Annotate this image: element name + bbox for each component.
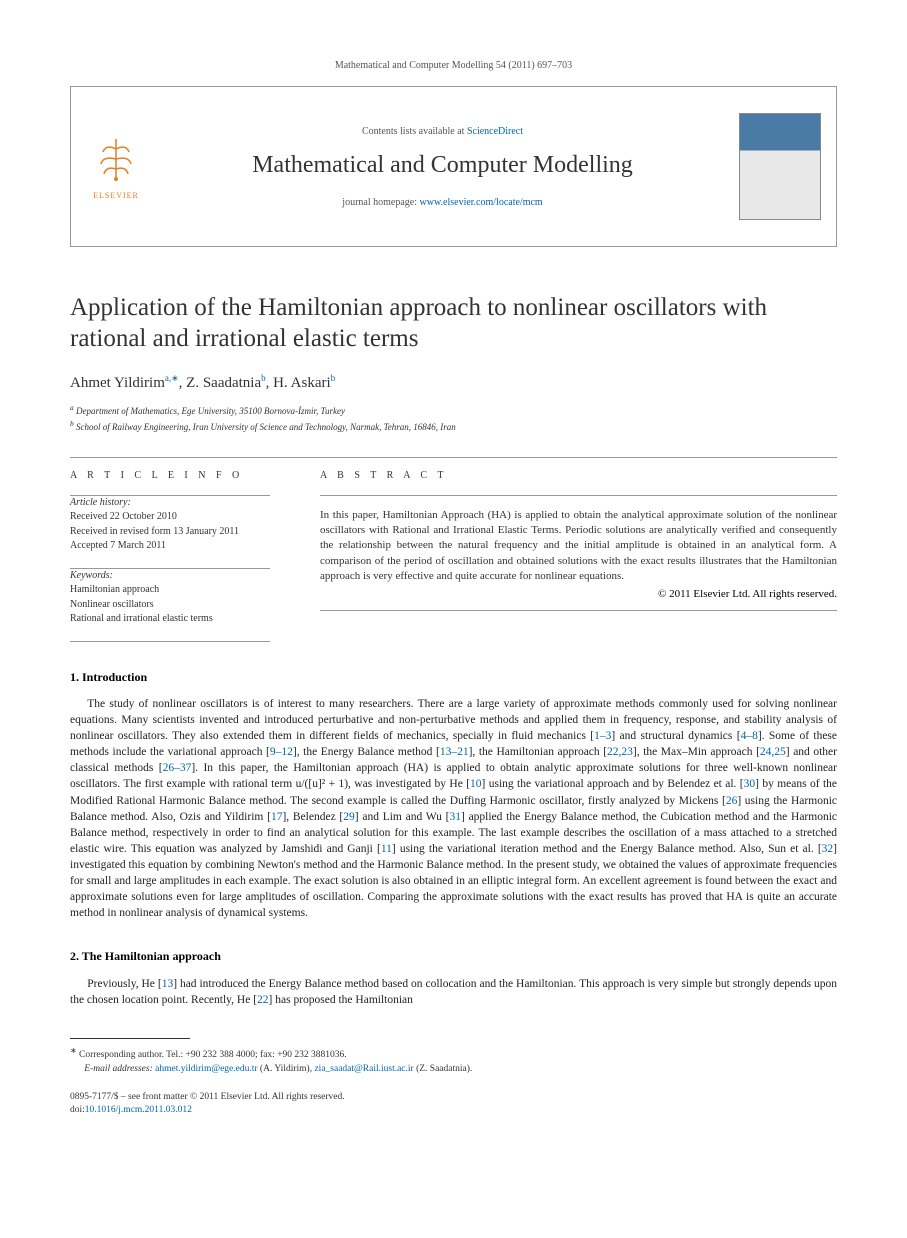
ref-link-29[interactable]: 29 — [343, 811, 355, 823]
issn-line: 0895-7177/$ – see front matter © 2011 El… — [70, 1091, 837, 1104]
hamiltonian-paragraph: Previously, He [13] had introduced the E… — [70, 976, 837, 1008]
footnotes: ∗ Corresponding author. Tel.: +90 232 38… — [70, 1045, 837, 1077]
intro-t9: ] using the variational approach and by … — [482, 778, 744, 790]
ref-link-11[interactable]: 11 — [381, 843, 392, 855]
intro-t12: ], Belendez [ — [282, 811, 343, 823]
accepted-date: Accepted 7 March 2011 — [70, 539, 270, 554]
hamiltonian-heading: 2. The Hamiltonian approach — [70, 949, 837, 964]
ref-link-31[interactable]: 31 — [449, 811, 461, 823]
ref-link-24-25[interactable]: 24,25 — [760, 746, 786, 758]
header-citation: Mathematical and Computer Modelling 54 (… — [70, 60, 837, 71]
received-date: Received 22 October 2010 — [70, 510, 270, 525]
footer-meta: 0895-7177/$ – see front matter © 2011 El… — [70, 1091, 837, 1118]
abstract-label: A B S T R A C T — [320, 470, 837, 481]
contents-prefix: Contents lists available at — [362, 126, 467, 137]
ref-link-32[interactable]: 32 — [822, 843, 834, 855]
ref-link-30[interactable]: 30 — [744, 778, 756, 790]
ham-t3: ] has proposed the Hamiltonian — [269, 994, 413, 1006]
email-1-link[interactable]: ahmet.yildirim@ege.edu.tr — [155, 1064, 257, 1074]
intro-paragraph: The study of nonlinear oscillators is of… — [70, 696, 837, 921]
info-abstract-row: A R T I C L E I N F O Article history: R… — [70, 457, 837, 642]
section-introduction: 1. Introduction The study of nonlinear o… — [70, 670, 837, 922]
author-2-sup[interactable]: b — [261, 373, 266, 383]
doi-line: doi:10.1016/j.mcm.2011.03.012 — [70, 1104, 837, 1117]
section-hamiltonian: 2. The Hamiltonian approach Previously, … — [70, 949, 837, 1008]
keywords-heading: Keywords: — [70, 569, 270, 584]
journal-name: Mathematical and Computer Modelling — [146, 152, 739, 179]
intro-t15: ] using the variational iteration method… — [392, 843, 822, 855]
ref-link-13-21[interactable]: 13–21 — [440, 746, 469, 758]
affiliation-a-text: Department of Mathematics, Ege Universit… — [76, 406, 345, 416]
elsevier-logo: ELSEVIER — [86, 134, 146, 200]
ref-link-9-12[interactable]: 9–12 — [270, 746, 293, 758]
ref-link-1-3[interactable]: 1–3 — [594, 730, 611, 742]
journal-header-box: ELSEVIER Contents lists available at Sci… — [70, 86, 837, 247]
footnote-separator — [70, 1038, 190, 1039]
intro-t2: ] and structural dynamics [ — [611, 730, 740, 742]
ref-link-22[interactable]: 22 — [257, 994, 269, 1006]
keyword-3: Rational and irrational elastic terms — [70, 612, 270, 627]
author-1-sup[interactable]: a,∗ — [165, 373, 179, 383]
intro-t13: ] and Lim and Wu [ — [355, 811, 450, 823]
email-2-link[interactable]: zia_saadat@Rail.iust.ac.ir — [314, 1064, 413, 1074]
affiliation-b-text: School of Railway Engineering, Iran Univ… — [76, 422, 456, 432]
homepage-line: journal homepage: www.elsevier.com/locat… — [146, 197, 739, 208]
elsevier-tree-icon — [86, 134, 146, 189]
history-heading: Article history: — [70, 496, 270, 511]
ham-t1: Previously, He [ — [87, 978, 161, 990]
corresponding-author-note: ∗ Corresponding author. Tel.: +90 232 38… — [70, 1045, 837, 1062]
email-line: E-mail addresses: ahmet.yildirim@ege.edu… — [70, 1062, 837, 1076]
author-3: H. Askari — [273, 375, 331, 391]
article-info-col: A R T I C L E I N F O Article history: R… — [70, 457, 295, 642]
sciencedirect-link[interactable]: ScienceDirect — [467, 126, 523, 137]
elsevier-label: ELSEVIER — [86, 191, 146, 200]
affiliation-a: a Department of Mathematics, Ege Univers… — [70, 402, 837, 419]
author-2: Z. Saadatnia — [186, 375, 261, 391]
intro-t5: ], the Hamiltonian approach [ — [469, 746, 607, 758]
ref-link-17[interactable]: 17 — [271, 811, 283, 823]
author-3-sup[interactable]: b — [331, 373, 336, 383]
ref-link-10[interactable]: 10 — [470, 778, 482, 790]
email-2-who: (Z. Saadatnia). — [414, 1064, 473, 1074]
doi-label: doi: — [70, 1105, 85, 1115]
journal-cover-thumbnail — [739, 113, 821, 220]
homepage-link[interactable]: www.elsevier.com/locate/mcm — [420, 197, 543, 208]
article-title: Application of the Hamiltonian approach … — [70, 292, 837, 355]
intro-t6: ], the Max–Min approach [ — [633, 746, 760, 758]
email-label: E-mail addresses: — [84, 1064, 153, 1074]
doi-link[interactable]: 10.1016/j.mcm.2011.03.012 — [85, 1105, 192, 1115]
corr-marker: ∗ — [70, 1046, 77, 1055]
corr-text: Corresponding author. Tel.: +90 232 388 … — [79, 1050, 347, 1060]
ref-link-26-37[interactable]: 26–37 — [163, 762, 192, 774]
ham-t2: ] had introduced the Energy Balance meth… — [70, 978, 837, 1006]
author-1: Ahmet Yildirim — [70, 375, 165, 391]
email-1-who: (A. Yildirim), — [258, 1064, 315, 1074]
keyword-2: Nonlinear oscillators — [70, 598, 270, 613]
article-info-label: A R T I C L E I N F O — [70, 470, 270, 481]
revised-date: Received in revised form 13 January 2011 — [70, 525, 270, 540]
affiliation-b: b School of Railway Engineering, Iran Un… — [70, 418, 837, 435]
homepage-prefix: journal homepage: — [342, 197, 419, 208]
ref-link-26[interactable]: 26 — [726, 795, 738, 807]
keywords-block: Keywords: Hamiltonian approach Nonlinear… — [70, 569, 270, 627]
contents-available-line: Contents lists available at ScienceDirec… — [146, 126, 739, 137]
header-center: Contents lists available at ScienceDirec… — [146, 126, 739, 208]
ref-link-13[interactable]: 13 — [162, 978, 174, 990]
abstract-col: A B S T R A C T In this paper, Hamiltoni… — [295, 457, 837, 642]
page-root: Mathematical and Computer Modelling 54 (… — [0, 0, 907, 1157]
ref-link-4-8[interactable]: 4–8 — [741, 730, 758, 742]
abstract-text: In this paper, Hamiltonian Approach (HA)… — [320, 508, 837, 585]
intro-t4: ], the Energy Balance method [ — [293, 746, 440, 758]
authors-line: Ahmet Yildirima,∗, Z. Saadatniab, H. Ask… — [70, 373, 837, 392]
abstract-copyright: © 2011 Elsevier Ltd. All rights reserved… — [320, 588, 837, 600]
ref-link-22-23[interactable]: 22,23 — [607, 746, 633, 758]
intro-heading: 1. Introduction — [70, 670, 837, 685]
affiliations: a Department of Mathematics, Ege Univers… — [70, 402, 837, 435]
article-history: Article history: Received 22 October 201… — [70, 496, 270, 554]
keyword-1: Hamiltonian approach — [70, 583, 270, 598]
